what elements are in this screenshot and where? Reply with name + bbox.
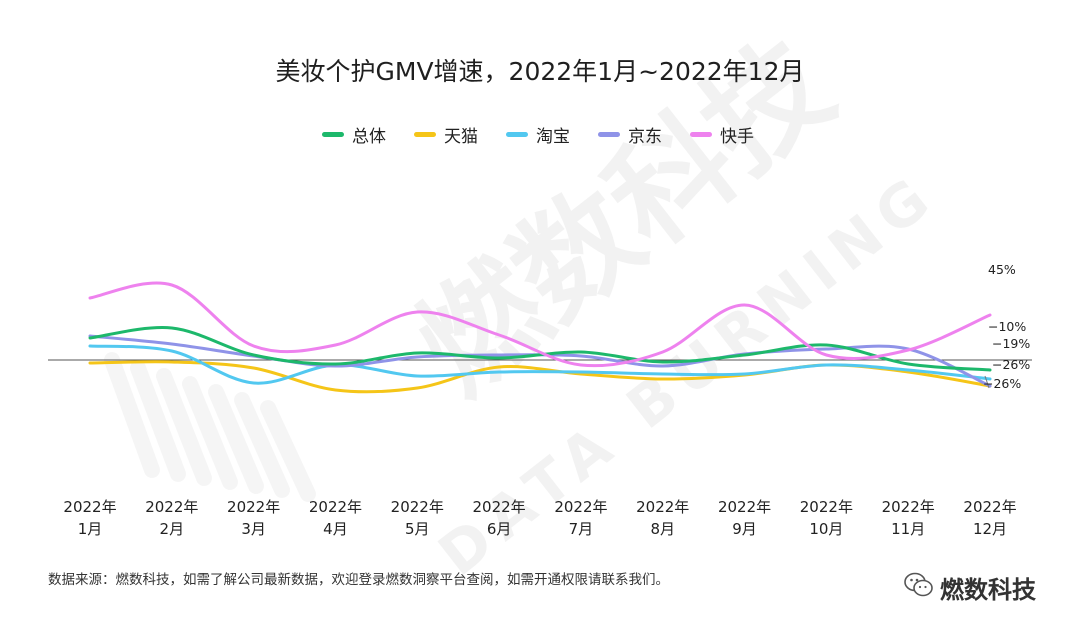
legend-swatch-3 bbox=[598, 131, 620, 137]
x-tick-label: 2022年 9月 bbox=[718, 498, 771, 538]
x-tick-label: 2022年 4月 bbox=[309, 498, 362, 538]
x-tick-label: 2022年 8月 bbox=[636, 498, 689, 538]
legend-label-0: 总体 bbox=[352, 126, 386, 147]
x-tick-label: 2022年 5月 bbox=[391, 498, 444, 538]
legend-item-3: 京东 bbox=[598, 122, 662, 147]
watermark-stroke bbox=[182, 376, 238, 490]
legend-swatch-0 bbox=[322, 131, 344, 137]
legend-label-2: 淘宝 bbox=[536, 126, 570, 147]
watermark-stroke bbox=[130, 360, 186, 482]
end-value-label: −19% bbox=[992, 336, 1030, 351]
chart-title: 美妆个护GMV增速，2022年1月~2022年12月 bbox=[275, 57, 805, 86]
legend-label-3: 京东 bbox=[628, 126, 662, 147]
legend-label-1: 天猫 bbox=[444, 126, 478, 147]
label-layer: 45% −10% −19% −26% −26% bbox=[983, 262, 1030, 391]
legend-item-1: 天猫 bbox=[414, 122, 478, 147]
legend-item-0: 总体 bbox=[322, 122, 386, 147]
legend-swatch-4 bbox=[690, 131, 712, 137]
x-tick-label: 2022年 2月 bbox=[145, 498, 198, 538]
legend-label-4: 快手 bbox=[720, 126, 754, 147]
series-line-0 bbox=[88, 326, 992, 372]
watermark-stroke bbox=[208, 384, 264, 494]
series-line-4 bbox=[88, 281, 992, 368]
legend-swatch-1 bbox=[414, 131, 436, 137]
series-layer bbox=[88, 281, 992, 394]
watermark-stroke bbox=[234, 392, 290, 498]
watermark-stroke bbox=[156, 368, 212, 486]
end-value-label: −10% bbox=[988, 319, 1026, 334]
watermark-stroke bbox=[104, 352, 160, 478]
label-leader-line bbox=[984, 375, 990, 389]
legend-swatch-2 bbox=[506, 131, 528, 137]
x-tick-label: 2022年 3月 bbox=[227, 498, 280, 538]
axis-layer: 2022年 1月 2022年 2月 2022年 3月 2022年 4月 2022年 5月 2022年… bbox=[48, 359, 1032, 538]
x-tick-label: 2022年 12月 bbox=[963, 498, 1016, 538]
wechat-icon bbox=[904, 572, 934, 602]
chart-legend: 总体 天猫 淘宝 京东 快手 bbox=[0, 122, 1080, 147]
x-tick-label: 2022年 11月 bbox=[882, 498, 935, 538]
series-line-2 bbox=[88, 344, 992, 385]
source-note: 数据来源：燃数科技，如需了解公司最新数据，欢迎登录燃数洞察平台查阅，如需开通权限… bbox=[48, 572, 669, 588]
watermark-stroke bbox=[260, 400, 316, 502]
x-tick-label: 2022年 6月 bbox=[472, 498, 525, 538]
legend-item-4: 快手 bbox=[690, 122, 754, 147]
end-value-label: −26% bbox=[983, 376, 1021, 391]
end-value-label: 45% bbox=[988, 262, 1016, 277]
x-tick-label: 2022年 7月 bbox=[554, 498, 607, 538]
x-tick-label: 2022年 10月 bbox=[800, 498, 853, 538]
legend-item-2: 淘宝 bbox=[506, 122, 570, 147]
brand-name: 燃数科技 bbox=[940, 575, 1036, 604]
brand-mark: 燃数科技 bbox=[904, 570, 1036, 604]
end-value-label: −26% bbox=[992, 357, 1030, 372]
x-tick-label: 2022年 1月 bbox=[63, 498, 116, 538]
